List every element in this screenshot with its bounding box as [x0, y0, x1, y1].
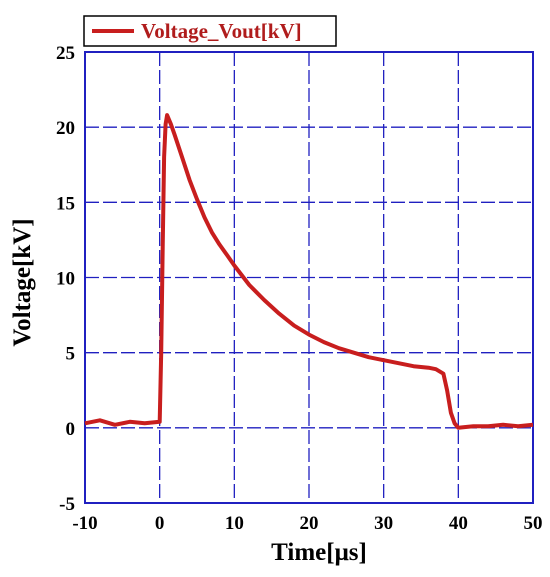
legend: Voltage_Vout[kV] [83, 15, 337, 47]
y-tick-label: 20 [56, 118, 75, 139]
series-layer [84, 113, 534, 430]
x-tick-label: 50 [524, 513, 543, 534]
y-tick-label: -5 [59, 494, 75, 515]
x-axis-title: Time[μs] [271, 539, 367, 566]
y-tick-label: 0 [66, 419, 76, 440]
y-tick-label: 25 [56, 43, 75, 64]
y-axis-ticks: -5 0 5 10 15 20 25 [56, 43, 75, 515]
y-tick-label: 10 [56, 269, 75, 290]
y-tick-label: 15 [56, 193, 75, 214]
x-tick-label: 30 [374, 513, 393, 534]
y-tick-label: 5 [66, 344, 76, 365]
legend-entry-label: Voltage_Vout[kV] [141, 19, 302, 43]
y-axis-title: Voltage[kV] [9, 218, 36, 346]
x-tick-label: 20 [300, 513, 319, 534]
plot-area-frame [84, 51, 534, 504]
x-tick-label: 0 [155, 513, 165, 534]
x-axis-ticks: -10 0 10 20 30 40 50 [72, 513, 542, 534]
x-tick-label: 40 [449, 513, 468, 534]
grid-lines [85, 52, 533, 503]
x-tick-label: 10 [225, 513, 244, 534]
x-tick-label: -10 [72, 513, 97, 534]
series-line-0 [84, 113, 534, 430]
